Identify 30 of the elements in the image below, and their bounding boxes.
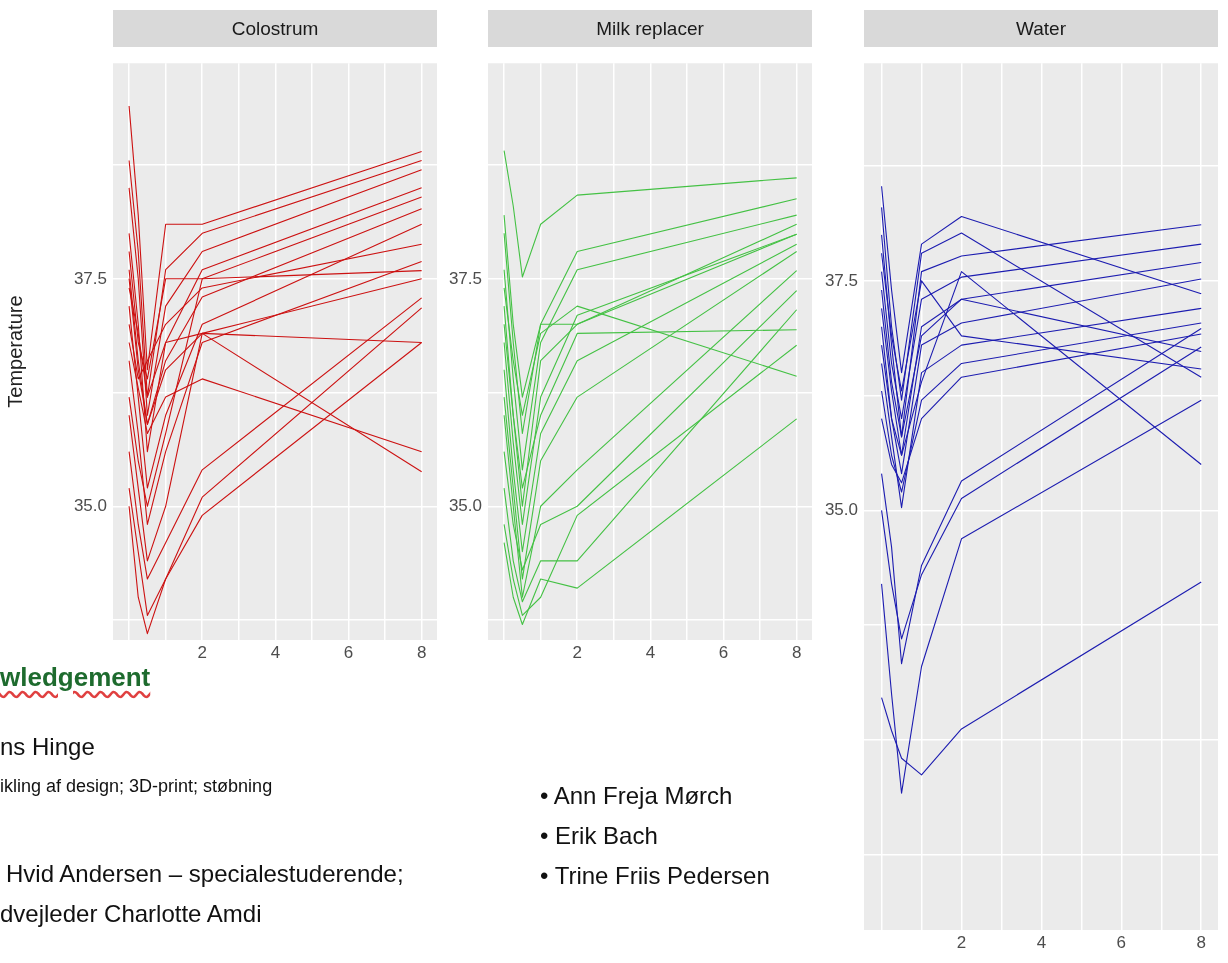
y-tick-label: 35.0 bbox=[824, 500, 858, 520]
text: ikling af design; 3D-print; støbning bbox=[0, 776, 273, 796]
x-tick-label: 8 bbox=[1196, 932, 1206, 952]
x-tick-label: 2 bbox=[956, 932, 967, 952]
text: wledgement bbox=[0, 662, 151, 692]
x-tick-label: 6 bbox=[718, 642, 729, 662]
text: dvejleder Charlotte Amdi bbox=[0, 900, 262, 927]
x-tick-label: 4 bbox=[270, 642, 281, 662]
text: • Trine Friis Pedersen bbox=[540, 862, 770, 889]
chart-title: Milk replacer bbox=[488, 10, 812, 47]
x-tick-label: 4 bbox=[1036, 932, 1047, 952]
y-tick-label: 37.5 bbox=[73, 268, 107, 288]
x-tick-label: 8 bbox=[416, 642, 427, 662]
y-tick-label: 35.0 bbox=[448, 495, 482, 515]
y-tick-label: 37.5 bbox=[824, 270, 858, 290]
x-tick-label: 2 bbox=[197, 642, 207, 662]
text: Hvid Andersen – specialestuderende; bbox=[6, 860, 404, 887]
chart-title: Water bbox=[864, 10, 1218, 47]
y-tick-label: 37.5 bbox=[448, 268, 482, 288]
chart-title: Colostrum bbox=[113, 10, 437, 47]
y-tick-label: 35.0 bbox=[73, 495, 107, 515]
x-tick-label: 6 bbox=[1116, 932, 1127, 952]
x-tick-label: 8 bbox=[791, 642, 802, 662]
x-tick-label: 6 bbox=[343, 642, 354, 662]
y-axis-title: Temperature bbox=[3, 295, 26, 408]
x-tick-label: 2 bbox=[572, 642, 582, 662]
text: • Ann Freja Mørch bbox=[540, 782, 733, 809]
x-tick-label: 4 bbox=[645, 642, 656, 662]
text: • Erik Bach bbox=[540, 822, 658, 849]
text: ns Hinge bbox=[0, 733, 95, 760]
